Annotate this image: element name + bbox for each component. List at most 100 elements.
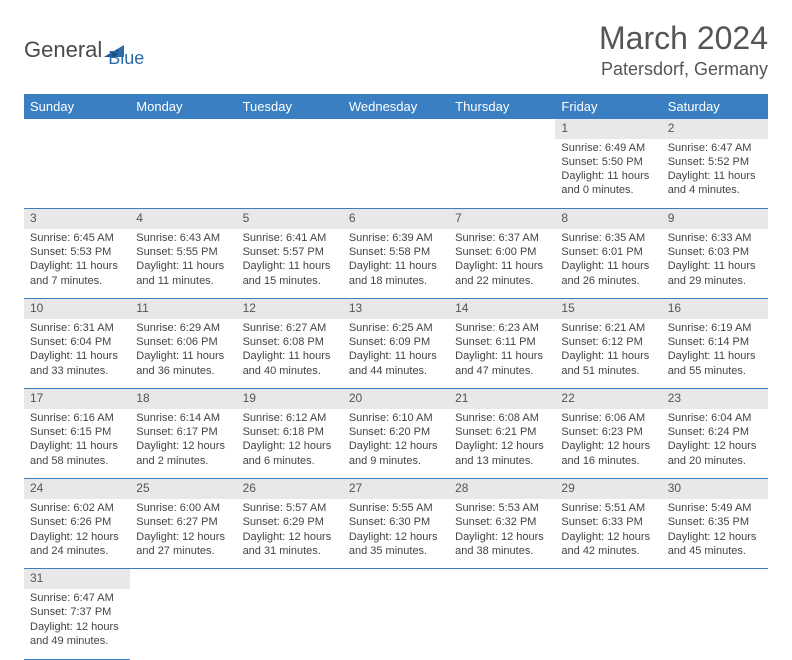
day-number-cell: 7 xyxy=(449,209,555,229)
daylight-text: Daylight: 12 hours and 24 minutes. xyxy=(30,530,124,559)
day-number-cell xyxy=(237,119,343,139)
day-number-cell: 18 xyxy=(130,389,236,409)
sunset-text: Sunset: 6:33 PM xyxy=(561,515,655,529)
day-number-cell: 15 xyxy=(555,299,661,319)
day-content-row: Sunrise: 6:45 AMSunset: 5:53 PM Daylight:… xyxy=(24,229,768,299)
day-number-cell: 2 xyxy=(662,119,768,139)
day-header: Monday xyxy=(130,94,236,119)
sunrise-text: Sunrise: 6:45 AM xyxy=(30,231,124,245)
daylight-text: Daylight: 12 hours and 35 minutes. xyxy=(349,530,443,559)
sunrise-text: Sunrise: 6:43 AM xyxy=(136,231,230,245)
day-number-cell: 21 xyxy=(449,389,555,409)
sunset-text: Sunset: 6:12 PM xyxy=(561,335,655,349)
day-number-row: 24252627282930 xyxy=(24,479,768,499)
day-content-cell xyxy=(343,139,449,209)
day-header: Friday xyxy=(555,94,661,119)
sunrise-text: Sunrise: 6:25 AM xyxy=(349,321,443,335)
day-content-cell: Sunrise: 6:31 AMSunset: 6:04 PMDaylight:… xyxy=(24,319,130,389)
daylight-text: Daylight: 12 hours and 2 minutes. xyxy=(136,439,230,468)
day-number-cell: 6 xyxy=(343,209,449,229)
day-content-cell: Sunrise: 6:08 AMSunset: 6:21 PMDaylight:… xyxy=(449,409,555,479)
sunset-text: Sunset: 6:29 PM xyxy=(243,515,337,529)
sunrise-text: Sunrise: 6:41 AM xyxy=(243,231,337,245)
sunrise-text: Sunrise: 5:53 AM xyxy=(455,501,549,515)
sunrise-text: Sunrise: 6:02 AM xyxy=(30,501,124,515)
sunrise-text: Sunrise: 6:10 AM xyxy=(349,411,443,425)
day-number-cell: 1 xyxy=(555,119,661,139)
day-number-cell: 17 xyxy=(24,389,130,409)
day-content-cell: Sunrise: 6:00 AMSunset: 6:27 PMDaylight:… xyxy=(130,499,236,569)
sunset-text: Sunset: 6:08 PM xyxy=(243,335,337,349)
day-header: Wednesday xyxy=(343,94,449,119)
day-number-cell: 30 xyxy=(662,479,768,499)
daylight-text: Daylight: 11 hours and 0 minutes. xyxy=(561,169,655,198)
daylight-text: Daylight: 12 hours and 27 minutes. xyxy=(136,530,230,559)
sunset-text: Sunset: 6:11 PM xyxy=(455,335,549,349)
day-number-cell: 29 xyxy=(555,479,661,499)
day-number-cell: 8 xyxy=(555,209,661,229)
sunset-text: Sunset: 6:32 PM xyxy=(455,515,549,529)
day-number-cell: 28 xyxy=(449,479,555,499)
daylight-text: Daylight: 11 hours and 18 minutes. xyxy=(349,259,443,288)
day-header: Tuesday xyxy=(237,94,343,119)
sunrise-text: Sunrise: 5:55 AM xyxy=(349,501,443,515)
sunset-text: Sunset: 6:00 PM xyxy=(455,245,549,259)
day-number-cell: 11 xyxy=(130,299,236,319)
sunset-text: Sunset: 5:53 PM xyxy=(30,245,124,259)
day-number-row: 31 xyxy=(24,569,768,589)
sunrise-text: Sunrise: 6:39 AM xyxy=(349,231,443,245)
sunset-text: Sunset: 6:03 PM xyxy=(668,245,762,259)
day-number-cell: 13 xyxy=(343,299,449,319)
logo-text-blue: Blue xyxy=(108,48,144,69)
daylight-text: Daylight: 11 hours and 47 minutes. xyxy=(455,349,549,378)
day-content-cell: Sunrise: 6:21 AMSunset: 6:12 PMDaylight:… xyxy=(555,319,661,389)
sunset-text: Sunset: 6:15 PM xyxy=(30,425,124,439)
day-number-cell: 26 xyxy=(237,479,343,499)
daylight-text: Daylight: 12 hours and 6 minutes. xyxy=(243,439,337,468)
day-content-row: Sunrise: 6:47 AMSunset: 7:37 PMDaylight:… xyxy=(24,589,768,659)
day-content-cell: Sunrise: 6:37 AMSunset: 6:00 PMDaylight:… xyxy=(449,229,555,299)
sunrise-text: Sunrise: 5:57 AM xyxy=(243,501,337,515)
daylight-text: Daylight: 12 hours and 49 minutes. xyxy=(30,620,124,649)
sunrise-text: Sunrise: 6:35 AM xyxy=(561,231,655,245)
sunset-text: Sunset: 6:14 PM xyxy=(668,335,762,349)
daylight-text: Daylight: 11 hours and 40 minutes. xyxy=(243,349,337,378)
sunset-text: Sunset: 5:55 PM xyxy=(136,245,230,259)
day-content-cell: Sunrise: 6:47 AMSunset: 7:37 PMDaylight:… xyxy=(24,589,130,659)
day-number-cell: 14 xyxy=(449,299,555,319)
day-content-cell: Sunrise: 6:16 AMSunset: 6:15 PMDaylight:… xyxy=(24,409,130,479)
daylight-text: Daylight: 11 hours and 11 minutes. xyxy=(136,259,230,288)
daylight-text: Daylight: 11 hours and 26 minutes. xyxy=(561,259,655,288)
day-number-cell: 22 xyxy=(555,389,661,409)
location: Patersdorf, Germany xyxy=(599,59,768,80)
day-number-cell xyxy=(237,569,343,589)
daylight-text: Daylight: 11 hours and 51 minutes. xyxy=(561,349,655,378)
sunrise-text: Sunrise: 6:08 AM xyxy=(455,411,549,425)
day-number-cell xyxy=(24,119,130,139)
header: General Blue March 2024 Patersdorf, Germ… xyxy=(24,20,768,80)
day-number-cell: 19 xyxy=(237,389,343,409)
sunset-text: Sunset: 6:01 PM xyxy=(561,245,655,259)
daylight-text: Daylight: 12 hours and 20 minutes. xyxy=(668,439,762,468)
daylight-text: Daylight: 11 hours and 22 minutes. xyxy=(455,259,549,288)
daylight-text: Daylight: 11 hours and 29 minutes. xyxy=(668,259,762,288)
day-number-cell: 16 xyxy=(662,299,768,319)
day-content-row: Sunrise: 6:02 AMSunset: 6:26 PMDaylight:… xyxy=(24,499,768,569)
daylight-text: Daylight: 12 hours and 42 minutes. xyxy=(561,530,655,559)
sunrise-text: Sunrise: 6:31 AM xyxy=(30,321,124,335)
day-content-cell: Sunrise: 6:14 AMSunset: 6:17 PMDaylight:… xyxy=(130,409,236,479)
day-number-cell: 12 xyxy=(237,299,343,319)
day-content-cell xyxy=(24,139,130,209)
sunrise-text: Sunrise: 6:21 AM xyxy=(561,321,655,335)
day-content-cell: Sunrise: 5:51 AMSunset: 6:33 PMDaylight:… xyxy=(555,499,661,569)
sunrise-text: Sunrise: 6:47 AM xyxy=(668,141,762,155)
daylight-text: Daylight: 12 hours and 31 minutes. xyxy=(243,530,337,559)
day-content-cell: Sunrise: 6:23 AMSunset: 6:11 PMDaylight:… xyxy=(449,319,555,389)
sunrise-text: Sunrise: 6:33 AM xyxy=(668,231,762,245)
day-content-cell: Sunrise: 5:55 AMSunset: 6:30 PMDaylight:… xyxy=(343,499,449,569)
sunset-text: Sunset: 5:57 PM xyxy=(243,245,337,259)
logo-text-general: General xyxy=(24,37,102,63)
day-header: Thursday xyxy=(449,94,555,119)
daylight-text: Daylight: 11 hours and 44 minutes. xyxy=(349,349,443,378)
day-number-cell: 3 xyxy=(24,209,130,229)
